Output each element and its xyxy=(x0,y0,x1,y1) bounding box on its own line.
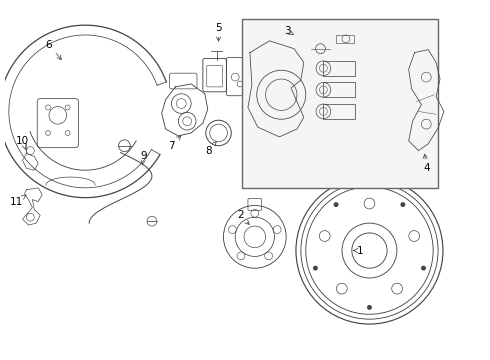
Circle shape xyxy=(421,266,426,271)
Bar xyxy=(242,19,438,188)
Circle shape xyxy=(313,266,318,271)
Text: 4: 4 xyxy=(423,154,430,173)
Text: 6: 6 xyxy=(46,40,61,60)
Text: 9: 9 xyxy=(141,150,147,165)
Text: 3: 3 xyxy=(284,26,294,36)
Text: 10: 10 xyxy=(16,136,29,150)
Bar xyxy=(336,35,354,43)
Text: 2: 2 xyxy=(237,210,249,225)
Bar xyxy=(323,61,355,76)
Bar xyxy=(323,82,355,97)
Text: 5: 5 xyxy=(215,23,222,41)
Bar xyxy=(323,104,355,119)
Circle shape xyxy=(334,202,339,207)
Text: 11: 11 xyxy=(10,195,26,207)
Text: 1: 1 xyxy=(353,246,363,256)
Circle shape xyxy=(367,305,372,310)
Text: 7: 7 xyxy=(168,136,181,151)
Circle shape xyxy=(400,202,405,207)
Text: 8: 8 xyxy=(205,141,216,156)
